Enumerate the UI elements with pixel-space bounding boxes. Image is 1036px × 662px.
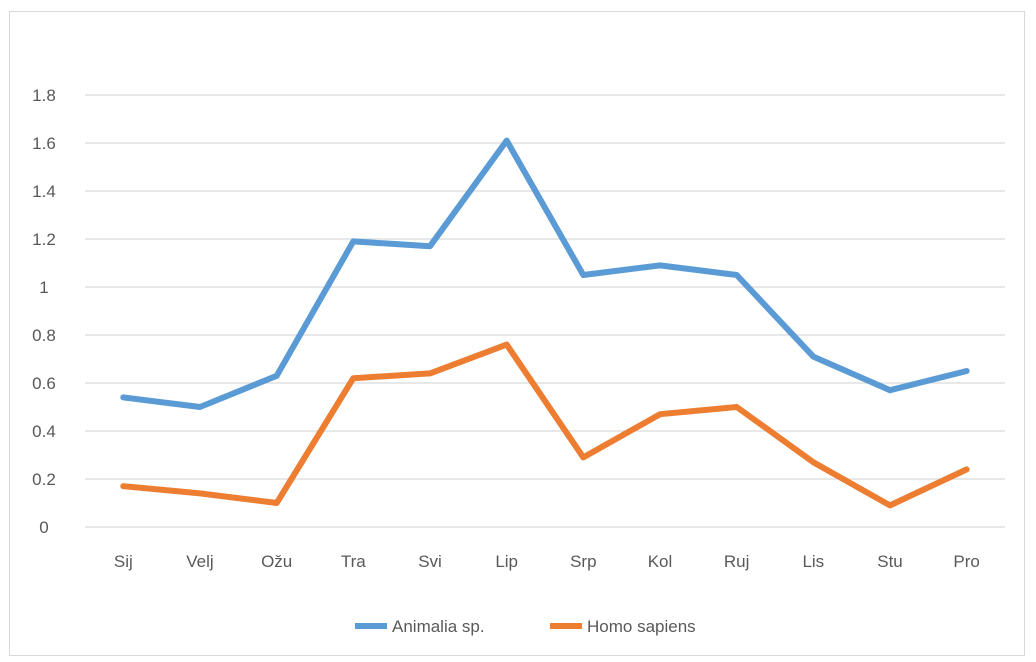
series-line-1 — [120, 341, 970, 509]
x-tick-label: Ožu — [261, 552, 292, 571]
gridlines — [85, 94, 1005, 528]
y-tick-label: 1.2 — [32, 230, 56, 249]
y-tick-label: 0.8 — [32, 326, 56, 345]
y-tick-label: 1 — [39, 278, 48, 297]
legend-label: Homo sapiens — [587, 617, 696, 636]
x-tick-label: Kol — [648, 552, 673, 571]
chart-frame — [9, 11, 1025, 656]
y-tick-label: 0.2 — [32, 470, 56, 489]
y-tick-label: 0.6 — [32, 374, 56, 393]
legend-label: Animalia sp. — [392, 617, 485, 636]
x-tick-label: Sij — [114, 552, 133, 571]
x-tick-label: Srp — [570, 552, 596, 571]
x-tick-label: Svi — [418, 552, 442, 571]
x-tick-label: Stu — [877, 552, 903, 571]
x-tick-label: Tra — [341, 552, 366, 571]
y-axis-ticks: 0 0.2 0.4 0.6 0.8 1 1.2 1.4 1.6 1.8 — [32, 86, 56, 537]
x-axis-ticks: Sij Velj Ožu Tra Svi Lip Srp Kol Ruj Lis Stu Pro — [114, 552, 980, 571]
y-tick-label: 1.8 — [32, 86, 56, 105]
x-tick-label: Velj — [186, 552, 213, 571]
y-tick-label: 1.4 — [32, 182, 56, 201]
x-tick-label: Lis — [802, 552, 824, 571]
x-tick-label: Lip — [495, 552, 518, 571]
series-line-0 — [120, 137, 970, 410]
y-tick-label: 0.4 — [32, 422, 56, 441]
x-tick-label: Ruj — [724, 552, 750, 571]
legend: Animalia sp. Homo sapiens — [355, 617, 696, 636]
y-tick-label: 1.6 — [32, 134, 56, 153]
series-lines — [120, 137, 970, 509]
x-tick-label: Pro — [953, 552, 979, 571]
y-tick-label: 0 — [39, 518, 48, 537]
